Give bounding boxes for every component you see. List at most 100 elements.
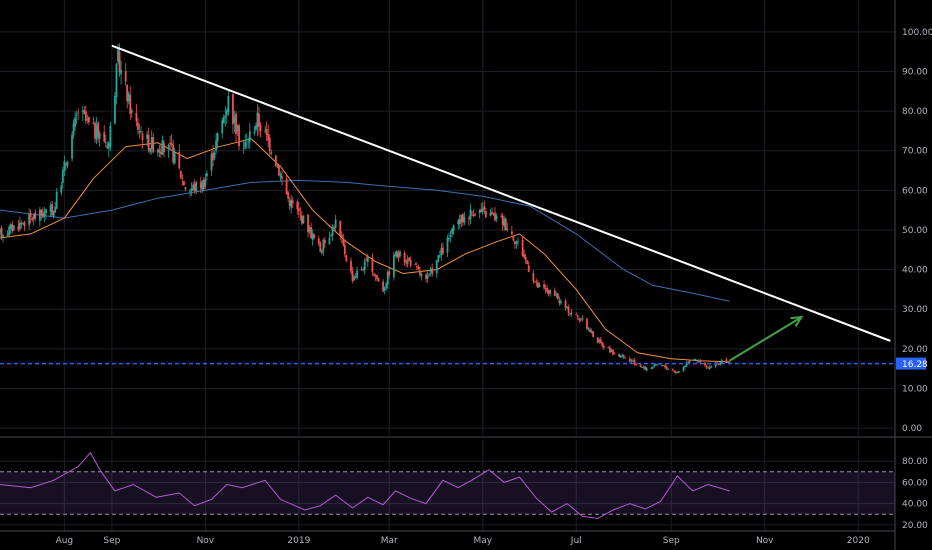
- candle-body: [114, 95, 116, 124]
- candle-body: [87, 116, 90, 123]
- candle-body: [684, 365, 686, 368]
- candle-body: [569, 313, 572, 315]
- candle-body: [425, 274, 427, 279]
- candle-body: [103, 132, 106, 142]
- candle-body: [599, 339, 602, 343]
- candle-body: [500, 216, 503, 218]
- candle-body: [417, 266, 420, 270]
- candle-body: [481, 208, 484, 213]
- candle-body: [222, 117, 225, 124]
- candle-body: [130, 110, 133, 113]
- candle-body: [521, 239, 524, 256]
- candle-body: [661, 364, 663, 366]
- candle-body: [118, 51, 121, 72]
- candle-body: [642, 366, 645, 368]
- candle-body: [184, 187, 187, 190]
- candle-body: [120, 69, 122, 75]
- candle-body: [158, 149, 161, 152]
- oscillator-panel[interactable]: [0, 440, 895, 532]
- candle-body: [173, 152, 176, 164]
- price-y-tick-label: 30.00: [902, 305, 928, 315]
- candle-body: [673, 370, 676, 373]
- candle-body: [340, 234, 343, 238]
- x-tick-label: Nov: [197, 536, 215, 546]
- candle-body: [414, 264, 417, 266]
- candle-body: [537, 282, 539, 288]
- candle-body: [169, 142, 172, 144]
- candle-body: [149, 148, 152, 152]
- candle-body: [449, 235, 452, 237]
- candle-body: [566, 306, 568, 308]
- candle-body: [75, 115, 78, 116]
- x-tick-label: May: [473, 536, 492, 546]
- candle-body: [371, 257, 374, 273]
- candle-body: [225, 110, 228, 116]
- candle-body: [463, 217, 466, 223]
- candle-body: [12, 225, 15, 231]
- projection-arrow-head: [790, 315, 804, 327]
- candle-body: [163, 143, 165, 152]
- candle-body: [653, 364, 656, 367]
- candle-body: [9, 224, 12, 229]
- candle-body: [339, 221, 342, 236]
- candle-body: [533, 281, 536, 283]
- candle-body: [394, 253, 397, 256]
- candle-body: [301, 215, 303, 224]
- candle-body: [662, 364, 665, 366]
- candle-body: [538, 284, 541, 288]
- candle-body: [719, 362, 722, 365]
- candle-body: [22, 223, 24, 225]
- candle-body: [141, 134, 144, 141]
- candle-body: [607, 346, 610, 348]
- candle-body: [526, 260, 529, 265]
- candle-body: [259, 124, 262, 132]
- candle-body: [645, 368, 648, 371]
- candle-body: [377, 278, 380, 282]
- candle-body: [710, 366, 712, 368]
- candle-body: [265, 128, 268, 135]
- candle-body: [279, 173, 282, 178]
- candle-body: [224, 115, 227, 118]
- price-panel[interactable]: 16.28: [0, 0, 928, 436]
- candle-body: [688, 360, 691, 363]
- x-tick-label: Sep: [103, 536, 120, 546]
- oscillator-marks: [0, 451, 895, 520]
- candle-body: [147, 135, 150, 151]
- candle-body: [587, 328, 590, 330]
- candle-body: [77, 112, 80, 114]
- candle-body: [644, 366, 647, 370]
- candle-body: [651, 367, 654, 369]
- candle-body: [682, 366, 685, 372]
- candle-body: [170, 143, 173, 146]
- candle-body: [152, 137, 155, 153]
- candle-body: [127, 93, 130, 102]
- candle-body: [72, 123, 75, 136]
- candle-body: [708, 367, 711, 370]
- osc-y-tick-label: 60.00: [902, 478, 928, 488]
- candle-body: [221, 120, 224, 134]
- candle-body: [544, 287, 547, 289]
- candle-body: [484, 211, 487, 217]
- oscillator-band-fill: [0, 471, 895, 515]
- candle-body: [685, 362, 688, 367]
- candle-body: [43, 211, 46, 217]
- candle-body: [138, 131, 141, 133]
- candle-body: [601, 342, 604, 347]
- candle-body: [71, 135, 73, 159]
- candle-body: [64, 162, 67, 164]
- candle-body: [483, 206, 486, 210]
- candle-body: [664, 365, 667, 368]
- candle-body: [514, 241, 516, 244]
- price-y-tick-label: 20.00: [902, 345, 928, 355]
- candle-body: [213, 152, 216, 158]
- candle-body: [84, 111, 87, 121]
- candle-body: [438, 255, 441, 257]
- candle-body: [334, 219, 337, 228]
- candle-body: [693, 359, 696, 361]
- candle-body: [501, 215, 504, 225]
- candle-body: [86, 118, 89, 120]
- candle-body: [403, 252, 406, 263]
- candle-body: [399, 251, 401, 256]
- candle-body: [205, 173, 208, 177]
